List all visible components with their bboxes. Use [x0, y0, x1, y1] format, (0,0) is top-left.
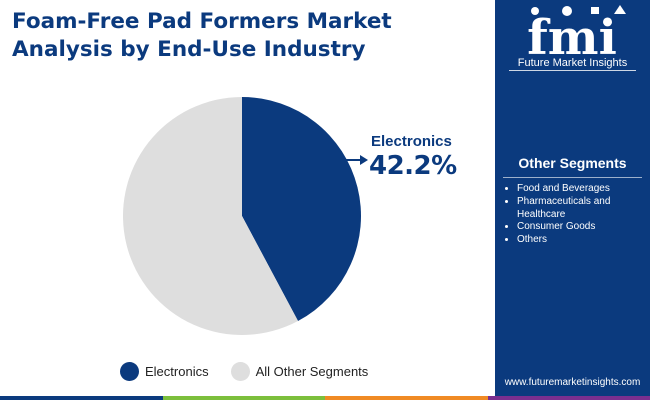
- legend-item-electronics: Electronics: [120, 362, 209, 381]
- bottom-bar-green: [163, 396, 326, 400]
- pie-chart-area: Electronics 42.2%: [0, 0, 495, 400]
- bottom-bar-purple: [488, 396, 650, 400]
- segment-item: Food and Beverages: [517, 183, 650, 196]
- pie-chart: [0, 0, 495, 400]
- segment-item: Others: [517, 234, 650, 247]
- sidebar: fmi Future Market Insights Other Segment…: [495, 0, 650, 400]
- callout-value: 42.2%: [369, 151, 457, 181]
- legend-swatch-electronics: [120, 362, 139, 381]
- legend-label-other-segments: All Other Segments: [256, 364, 369, 379]
- legend-swatch-other-segments: [231, 362, 250, 381]
- logo-underline: [509, 70, 636, 71]
- segments-list: Food and Beverages Pharmaceuticals and H…: [503, 183, 650, 247]
- segments-title: Other Segments: [495, 155, 650, 171]
- callout-arrow-head-icon: [360, 155, 368, 165]
- segments-divider: [503, 177, 642, 178]
- bottom-bar-blue: [0, 396, 163, 400]
- website-link[interactable]: www.futuremarketinsights.com: [495, 377, 650, 388]
- logo-caption: Future Market Insights: [495, 57, 650, 69]
- segment-item: Consumer Goods: [517, 221, 650, 234]
- legend-item-other-segments: All Other Segments: [231, 362, 369, 381]
- logo-building-icon: [591, 7, 599, 14]
- legend-label-electronics: Electronics: [145, 364, 209, 379]
- legend: Electronics All Other Segments: [120, 359, 390, 383]
- logo-icon-dot: [531, 7, 539, 15]
- bottom-color-bar: [0, 396, 650, 400]
- logo-globe-icon: [562, 6, 572, 16]
- callout-label: Electronics: [371, 133, 452, 150]
- segment-item: Pharmaceuticals and Healthcare: [517, 196, 650, 222]
- bottom-bar-orange: [325, 396, 488, 400]
